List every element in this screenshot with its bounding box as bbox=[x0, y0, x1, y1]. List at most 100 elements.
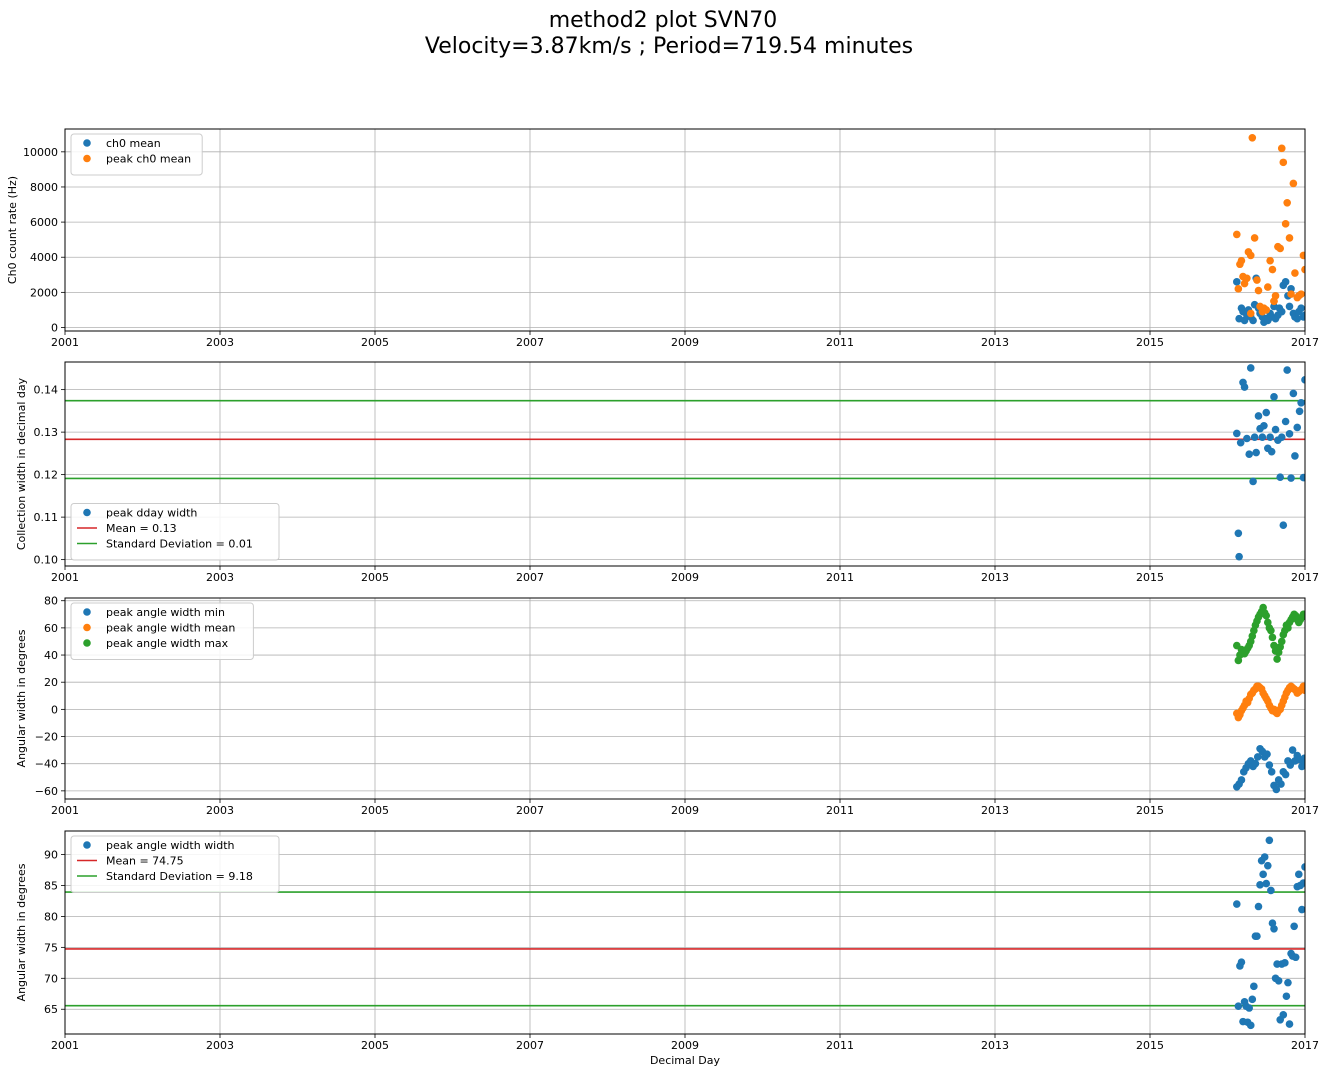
data-point bbox=[1267, 768, 1276, 776]
data-point bbox=[1283, 198, 1291, 207]
data-point bbox=[1264, 283, 1272, 291]
y-tick-label: 0.12 bbox=[34, 469, 59, 482]
subplots: 2001 2003 2005 2007 2009 2011 2013 2015 20170200… bbox=[6, 128, 1319, 1052]
data-point bbox=[1254, 286, 1263, 295]
data-point bbox=[1277, 780, 1285, 788]
legend-label: peak dday width bbox=[106, 507, 197, 520]
data-point bbox=[1262, 611, 1271, 620]
data-point bbox=[1243, 434, 1251, 443]
x-tick-label: 2007 bbox=[516, 336, 544, 349]
x-tick-label: 2015 bbox=[1136, 336, 1164, 349]
data-point bbox=[1270, 924, 1278, 933]
legend: peak dday width Mean = 0.13 Standard Devia… bbox=[70, 503, 280, 561]
data-point bbox=[1285, 234, 1294, 242]
data-point bbox=[1248, 133, 1257, 142]
data-point bbox=[1283, 366, 1291, 374]
x-tick-label: 2003 bbox=[206, 336, 234, 349]
data-point bbox=[1254, 412, 1263, 420]
data-point bbox=[1246, 1021, 1255, 1030]
legend-marker bbox=[83, 139, 91, 147]
data-point bbox=[1246, 309, 1255, 318]
legend-label: Standard Deviation = 9.18 bbox=[106, 870, 253, 883]
data-point bbox=[1301, 311, 1305, 319]
data-point bbox=[1268, 633, 1277, 642]
y-tick-label: 6000 bbox=[30, 216, 58, 229]
y-tick-label: 70 bbox=[44, 972, 58, 985]
data-point bbox=[1234, 285, 1243, 293]
x-tick-label: 2001 bbox=[51, 804, 79, 817]
x-tick-label: 2017 bbox=[1291, 336, 1319, 349]
x-tick-label: 2011 bbox=[826, 571, 854, 584]
y-tick-label: 80 bbox=[44, 595, 58, 608]
subplot-1: 2001 2003 2005 2007 2009 2011 2013 2015 2017 0 200… bbox=[6, 128, 1319, 349]
y-tick-label: 4000 bbox=[30, 251, 58, 264]
y-tick-label: 85 bbox=[44, 879, 58, 892]
data-point bbox=[1301, 863, 1305, 871]
data-point bbox=[1301, 265, 1305, 274]
legend-marker bbox=[83, 623, 91, 632]
data-point bbox=[1281, 770, 1290, 779]
data-point bbox=[1279, 1011, 1288, 1019]
data-point bbox=[1285, 430, 1294, 438]
legend-marker bbox=[83, 841, 91, 849]
data-point bbox=[1250, 982, 1258, 991]
x-tick-label: 2003 bbox=[206, 804, 234, 817]
data-point bbox=[1266, 433, 1274, 442]
data-point bbox=[1248, 995, 1257, 1004]
data-point bbox=[1288, 746, 1297, 754]
data-point bbox=[1259, 870, 1267, 879]
data-point bbox=[1267, 886, 1275, 895]
y-tick-label: 20 bbox=[44, 676, 58, 689]
y-tick-label: 0.14 bbox=[34, 384, 59, 397]
x-tick-label: 2015 bbox=[1136, 1039, 1164, 1052]
x-tick-label: 2007 bbox=[516, 571, 544, 584]
data-point bbox=[1282, 992, 1291, 1001]
data-point bbox=[1237, 256, 1246, 265]
data-point bbox=[1253, 753, 1262, 761]
figure-title-line-2: Velocity=3.87km/s ; Period=719.54 minute… bbox=[425, 34, 913, 59]
x-tick-label: 2001 bbox=[51, 571, 79, 584]
x-tick-label: 2003 bbox=[206, 1039, 234, 1052]
data-point bbox=[1271, 425, 1280, 434]
legend-marker bbox=[83, 154, 91, 163]
x-tick-label: 2011 bbox=[826, 336, 854, 349]
data-point bbox=[1297, 304, 1305, 312]
data-point bbox=[1277, 307, 1286, 316]
data-point bbox=[1281, 959, 1289, 967]
data-point bbox=[1246, 251, 1255, 260]
data-point bbox=[1295, 407, 1304, 416]
data-point bbox=[1260, 853, 1269, 861]
data-point bbox=[1260, 421, 1268, 430]
x-tick-label: 2013 bbox=[981, 571, 1009, 584]
data-point bbox=[1265, 761, 1274, 769]
legend: ch0 mean peak ch0 mean bbox=[70, 133, 203, 176]
legend-label: peak angle width max bbox=[106, 637, 229, 650]
data-point bbox=[1270, 297, 1278, 305]
data-point bbox=[1233, 278, 1241, 286]
series-2 bbox=[1233, 133, 1305, 318]
series-1 bbox=[1233, 744, 1305, 794]
series-3 bbox=[1233, 603, 1305, 665]
data-point bbox=[1301, 376, 1305, 384]
data-point bbox=[1234, 1002, 1243, 1010]
x-tick-label: 2013 bbox=[981, 804, 1009, 817]
data-point bbox=[1267, 447, 1276, 456]
data-point bbox=[1299, 251, 1305, 260]
y-tick-label: 0.10 bbox=[34, 554, 59, 567]
data-point bbox=[1237, 776, 1246, 784]
axes-frame bbox=[64, 597, 1306, 800]
y-tick-label: 80 bbox=[44, 910, 58, 923]
data-point bbox=[1293, 423, 1302, 432]
data-point bbox=[1276, 244, 1284, 253]
y-tick-label: 2000 bbox=[30, 286, 58, 299]
data-point bbox=[1287, 285, 1295, 293]
legend-label: peak ch0 mean bbox=[106, 153, 191, 166]
legend-label: peak angle width width bbox=[106, 839, 235, 852]
x-tick-label: 2005 bbox=[361, 336, 389, 349]
data-point bbox=[1252, 448, 1260, 457]
data-point bbox=[1298, 905, 1305, 914]
y-tick-label: 0.11 bbox=[34, 511, 59, 524]
x-tick-label: 2009 bbox=[671, 571, 699, 584]
data-point bbox=[1285, 302, 1294, 311]
series-1 bbox=[1233, 364, 1305, 561]
